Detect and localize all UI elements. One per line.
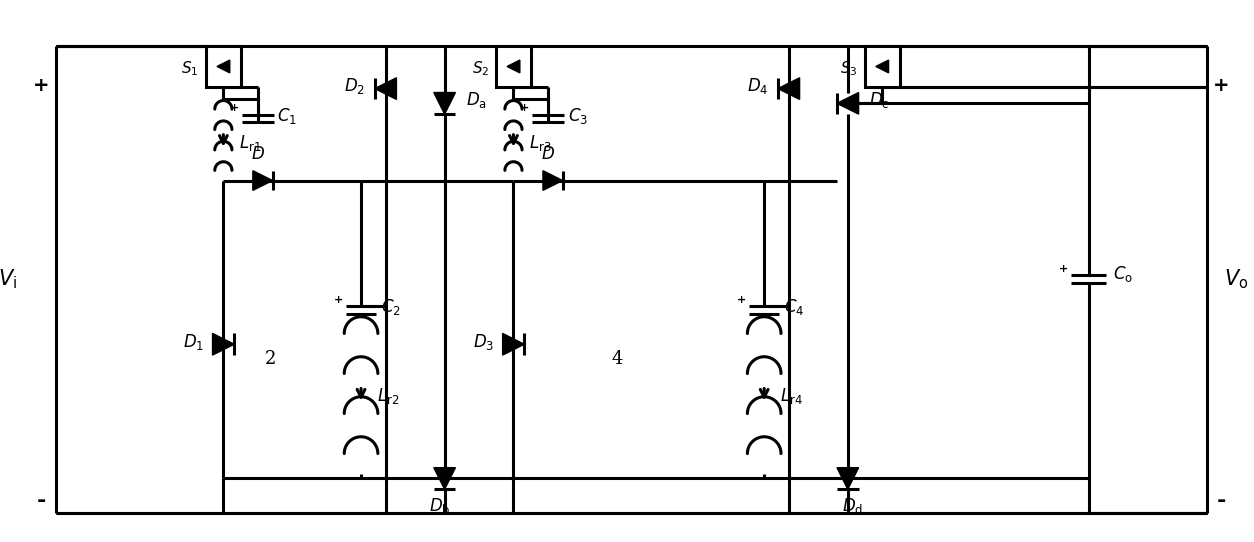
Text: +: + [229, 104, 240, 113]
Text: $V_{\rm o}$: $V_{\rm o}$ [1224, 268, 1249, 291]
Text: $S_1$: $S_1$ [182, 59, 199, 78]
Polygon shape [543, 171, 563, 190]
Text: $D_3$: $D_3$ [473, 332, 494, 352]
Text: 4: 4 [611, 350, 622, 368]
Text: $C_{\rm o}$: $C_{\rm o}$ [1114, 264, 1134, 285]
Text: $C_2$: $C_2$ [381, 297, 400, 317]
Text: $D_2$: $D_2$ [344, 76, 365, 95]
Text: $D_{\rm b}$: $D_{\rm b}$ [429, 496, 450, 516]
Text: +: + [1058, 264, 1068, 274]
Text: $D$: $D$ [251, 146, 265, 163]
Text: $S_3$: $S_3$ [840, 59, 858, 78]
Text: -: - [36, 491, 46, 511]
Text: $D_1$: $D_1$ [183, 332, 204, 352]
Polygon shape [836, 468, 859, 489]
Text: $L_{\rm r2}$: $L_{\rm r2}$ [376, 386, 399, 406]
Text: 2: 2 [265, 350, 276, 368]
Text: $C_3$: $C_3$ [568, 106, 588, 126]
Polygon shape [507, 60, 520, 73]
Polygon shape [875, 60, 889, 73]
Polygon shape [836, 93, 859, 114]
Text: $C_4$: $C_4$ [784, 297, 804, 317]
FancyBboxPatch shape [206, 46, 241, 87]
Text: $C_1$: $C_1$ [277, 106, 297, 126]
Text: +: + [1213, 76, 1230, 95]
Polygon shape [212, 333, 234, 355]
Polygon shape [777, 78, 800, 99]
Text: $S_2$: $S_2$ [472, 59, 489, 78]
Polygon shape [217, 60, 229, 73]
Polygon shape [434, 93, 455, 114]
FancyBboxPatch shape [495, 46, 532, 87]
Polygon shape [253, 171, 272, 190]
Text: $D_{\rm c}$: $D_{\rm c}$ [869, 91, 890, 111]
Text: $L_{\rm r3}$: $L_{\rm r3}$ [529, 133, 552, 153]
Text: $D_{\rm a}$: $D_{\rm a}$ [466, 91, 487, 111]
FancyBboxPatch shape [864, 46, 900, 87]
Text: +: + [334, 295, 344, 305]
Text: +: + [33, 76, 50, 95]
Polygon shape [375, 78, 396, 99]
Text: $L_{\rm r1}$: $L_{\rm r1}$ [240, 133, 262, 153]
Text: $D_{\rm d}$: $D_{\rm d}$ [843, 496, 863, 516]
Text: -: - [1216, 491, 1226, 511]
Text: $D_4$: $D_4$ [746, 76, 767, 95]
Text: +: + [737, 295, 746, 305]
Polygon shape [434, 468, 455, 489]
Polygon shape [503, 333, 524, 355]
Text: $D$: $D$ [540, 146, 554, 163]
Text: $L_{\rm r4}$: $L_{\rm r4}$ [780, 386, 803, 406]
Text: $V_{\rm i}$: $V_{\rm i}$ [0, 268, 16, 291]
Text: +: + [520, 104, 529, 113]
